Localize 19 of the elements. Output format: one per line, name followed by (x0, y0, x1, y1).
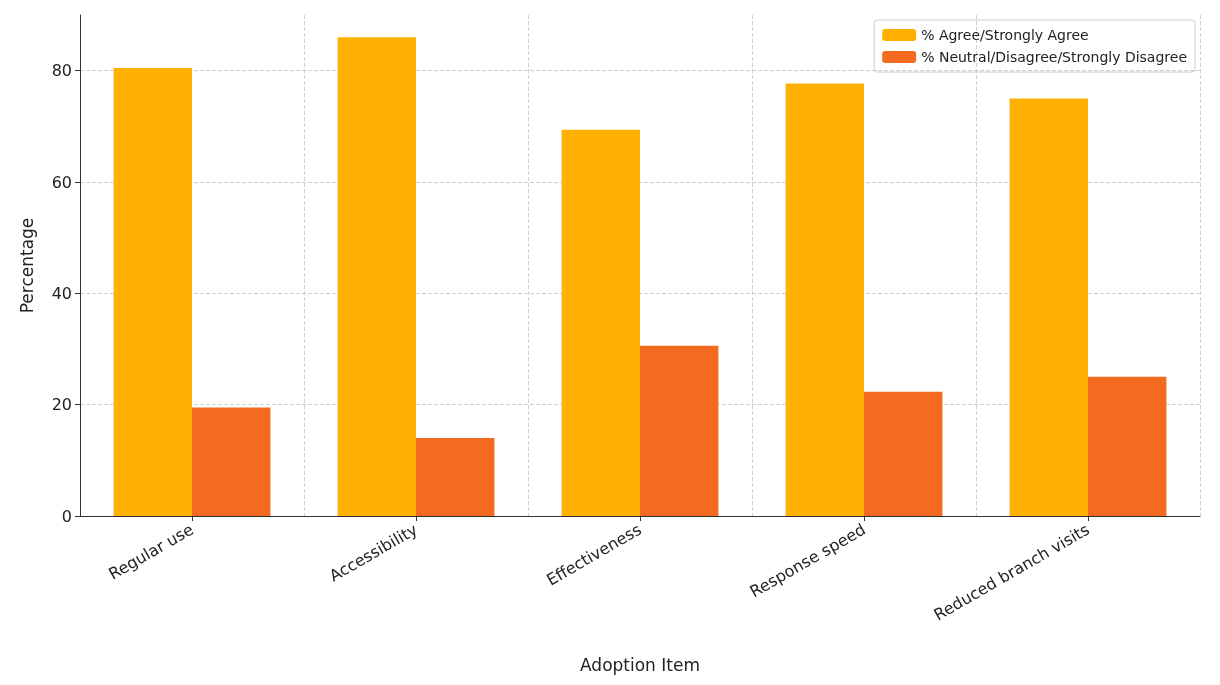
y-tick-label: 40 (51, 283, 72, 303)
bar (864, 391, 943, 516)
y-tick-label: 60 (51, 172, 72, 192)
bar (1009, 98, 1088, 516)
legend-label: % Agree/Strongly Agree (921, 27, 1089, 43)
y-axis-title: Percentage (16, 217, 37, 314)
bar (337, 37, 416, 516)
bar (416, 438, 495, 516)
x-axis-title: Adoption Item (580, 654, 700, 675)
bar (1088, 376, 1167, 516)
legend-label: % Neutral/Disagree/Strongly Disagree (921, 49, 1187, 65)
y-tick-label: 0 (61, 506, 72, 526)
bar (785, 83, 864, 516)
bar (113, 67, 192, 516)
bar (192, 407, 271, 516)
y-tick-label: 80 (51, 61, 72, 81)
bar (640, 345, 719, 516)
y-tick-label: 20 (51, 395, 72, 415)
bar (561, 129, 640, 516)
